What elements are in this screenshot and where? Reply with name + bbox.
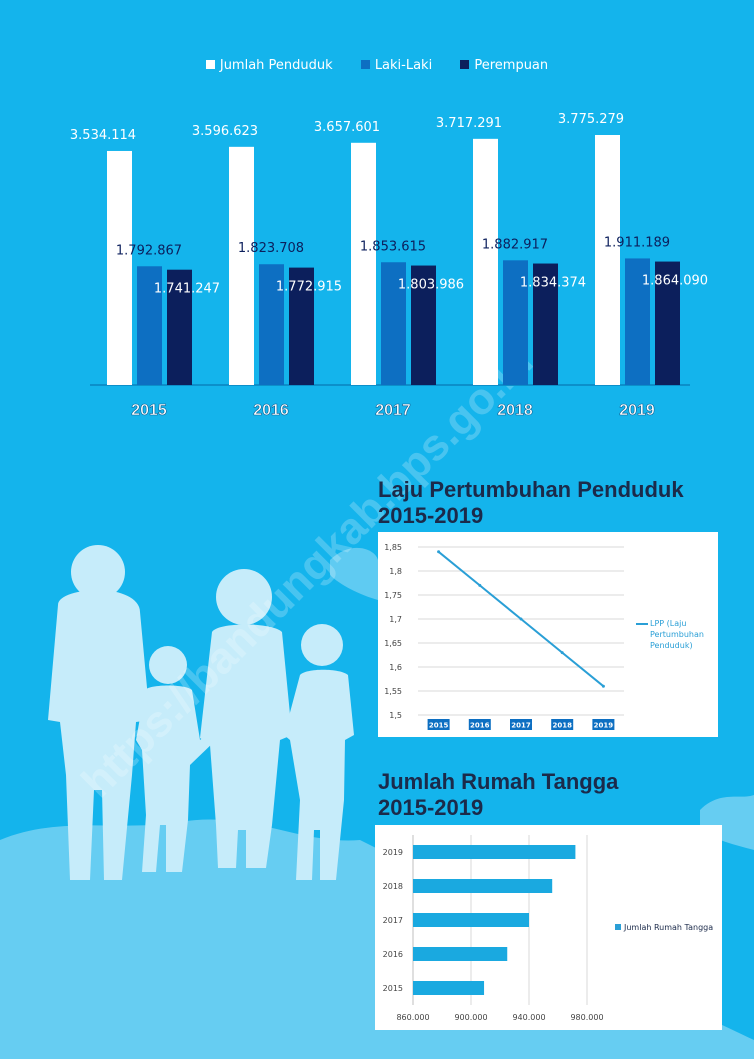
data-point-lpp [601, 684, 605, 688]
rt-title: Jumlah Rumah Tangga 2015-2019 [378, 769, 618, 821]
x-tick-label: 2017 [375, 402, 411, 419]
data-label-female: 1.741.247 [154, 282, 220, 297]
lpp-line-chart: 1,5 1,55 1,6 1,65 1,7 1,75 1,8 1,85 2015 2016 2017… [384, 543, 624, 730]
bar-rumah-tangga-2016 [413, 947, 508, 961]
x-tick-label: 2019 [619, 402, 655, 419]
bar-male-2018 [503, 260, 528, 385]
data-point-lpp [519, 617, 523, 621]
bar-total-2016 [229, 146, 254, 385]
x-tick-label: 2015 [131, 402, 167, 419]
x-tick-label: 940.000 [512, 1013, 545, 1022]
x-tick-bg [510, 719, 532, 730]
data-point-lpp [560, 651, 564, 655]
y-tick-label: 1,6 [389, 663, 402, 672]
data-label-total: 3.717.291 [436, 116, 502, 131]
bar-male-2017 [381, 262, 406, 385]
x-tick-label: 2016 [470, 722, 490, 730]
rt-title-line2: 2015-2019 [378, 795, 484, 820]
bar-male-2019 [625, 258, 650, 385]
lpp-legend-line1: LPP (Laju [650, 619, 687, 628]
legend-item-total: Jumlah Penduduk [205, 58, 333, 73]
lpp-legend-line2: Pertumbuhan [650, 630, 704, 639]
y-tick-label: 1,65 [384, 639, 402, 648]
bar-male-2015 [137, 266, 162, 385]
data-label-male: 1.823.708 [238, 241, 304, 256]
x-tick-label: 2015 [429, 722, 449, 730]
bar-total-2018 [473, 138, 498, 385]
legend-item-male: Laki-Laki [360, 58, 433, 73]
x-tick-label: 900.000 [454, 1013, 487, 1022]
bar-rumah-tangga-2018 [413, 879, 553, 893]
x-tick-label: 2018 [497, 402, 533, 419]
data-label-male: 1.882.917 [482, 237, 548, 252]
legend-label-female: Perempuan [474, 58, 549, 73]
data-point-lpp [437, 550, 441, 554]
data-label-male: 1.792.867 [116, 243, 182, 258]
lpp-legend-line3: Penduduk) [650, 641, 693, 650]
bar-total-2015 [107, 150, 132, 385]
rt-legend-label: Jumlah Rumah Tangga [624, 923, 714, 932]
bar-female-2018 [533, 263, 558, 385]
x-tick-label: 980.000 [570, 1013, 603, 1022]
y-tick-label: 2019 [383, 848, 403, 857]
y-tick-label: 2017 [383, 916, 403, 925]
data-label-female: 1.834.374 [520, 276, 586, 291]
y-tick-label: 2016 [383, 950, 403, 959]
y-tick-label: 2018 [383, 882, 403, 891]
y-tick-label: 1,85 [384, 543, 402, 552]
data-label-male: 1.911.189 [604, 235, 670, 250]
y-tick-label: 1,5 [389, 711, 402, 720]
lpp-legend: LPP (Laju Pertumbuhan Penduduk) [636, 618, 704, 651]
y-tick-label: 1,75 [384, 591, 402, 600]
rt-title-line1: Jumlah Rumah Tangga [378, 769, 619, 794]
legend-item-female: Perempuan [460, 58, 548, 73]
main-chart-legend: Jumlah Penduduk Laki-Laki Perempuan [0, 58, 754, 73]
x-tick-bg [427, 719, 450, 730]
legend-label-male: Laki-Laki [374, 58, 433, 73]
lpp-title-line1: Laju Pertumbuhan Penduduk [378, 477, 684, 502]
bar-female-2019 [655, 261, 680, 385]
x-tick-bg [551, 719, 574, 730]
x-tick-label: 2016 [253, 402, 289, 419]
lpp-chart-panel: 1,5 1,55 1,6 1,65 1,7 1,75 1,8 1,85 2015 2016 2017… [378, 532, 718, 737]
y-tick-label: 1,8 [389, 567, 402, 576]
rt-bar-chart: 860.000 900.000 940.000 980.000 2019 2018 2017… [383, 835, 604, 1022]
data-label-female: 1.772.915 [276, 280, 342, 295]
legend-label-total: Jumlah Penduduk [219, 58, 333, 73]
family-silhouette [48, 545, 354, 880]
bar-female-2015 [167, 269, 192, 385]
data-point-lpp [478, 583, 482, 587]
x-tick-bg [468, 719, 491, 730]
lpp-title-line2: 2015-2019 [378, 503, 484, 528]
x-tick-label: 2019 [594, 722, 614, 730]
population-bar-chart: 3.534.114 1.792.867 1.741.247 2015 3.596.623… [70, 112, 708, 419]
data-label-female: 1.864.090 [642, 274, 708, 289]
bar-total-2019 [595, 135, 620, 385]
data-label-total: 3.657.601 [314, 120, 380, 135]
bar-total-2017 [351, 142, 376, 385]
data-label-female: 1.803.986 [398, 278, 464, 293]
bar-female-2017 [411, 265, 436, 385]
bar-rumah-tangga-2019 [413, 845, 576, 859]
data-label-male: 1.853.615 [360, 239, 426, 254]
data-label-total: 3.596.623 [192, 124, 258, 139]
bar-rumah-tangga-2017 [413, 913, 529, 927]
bar-rumah-tangga-2015 [413, 981, 485, 995]
data-label-total: 3.534.114 [70, 128, 136, 143]
data-label-total: 3.775.279 [558, 112, 624, 127]
y-tick-label: 2015 [383, 984, 403, 993]
x-tick-label: 860.000 [396, 1013, 429, 1022]
y-tick-label: 1,55 [384, 687, 402, 696]
bar-male-2016 [259, 264, 284, 385]
x-tick-label: 2017 [511, 722, 531, 730]
y-tick-label: 1,7 [389, 615, 402, 624]
lpp-title: Laju Pertumbuhan Penduduk 2015-2019 [378, 477, 684, 529]
rt-chart-panel: 860.000 900.000 940.000 980.000 2019 2018 2017… [375, 825, 722, 1030]
bar-female-2016 [289, 267, 314, 385]
rt-legend: Jumlah Rumah Tangga [615, 922, 713, 933]
x-tick-bg [592, 719, 615, 730]
x-tick-label: 2018 [552, 722, 572, 730]
map-silhouette-north [330, 547, 378, 600]
